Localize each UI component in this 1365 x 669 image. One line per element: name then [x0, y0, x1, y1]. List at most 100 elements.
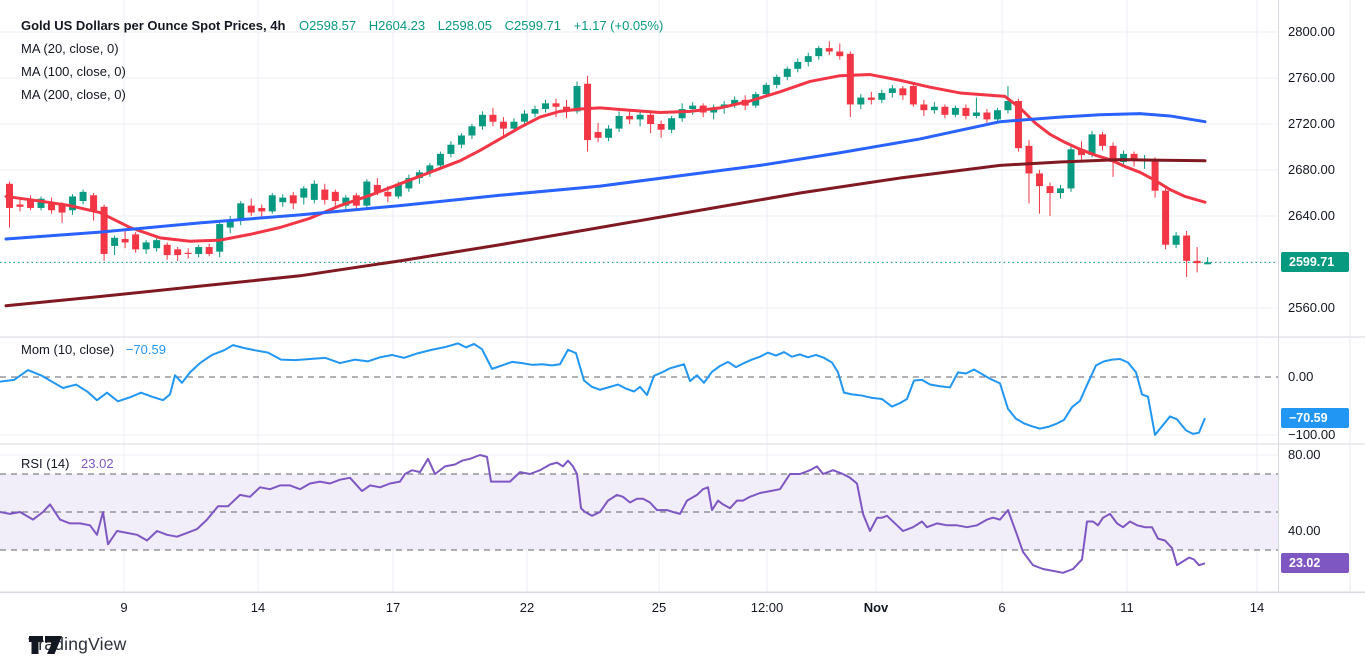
candle-body [941, 106, 949, 115]
candle-body [647, 114, 655, 124]
candle-body [310, 183, 318, 200]
candle-body [584, 83, 592, 141]
legend-symbol-row[interactable]: Gold US Dollars per Ounce Spot Prices, 4… [21, 14, 672, 37]
price-axis-label: 2800.00 [1288, 24, 1335, 39]
candle-body [258, 207, 266, 212]
time-axis-label: 22 [519, 600, 535, 615]
ma20-line [4, 73, 1207, 243]
ma200-label: MA (200, close, 0) [21, 87, 126, 102]
candle-body [405, 178, 413, 189]
candle-body [1204, 262, 1212, 265]
candle-body [163, 244, 171, 256]
candle-body [1046, 186, 1054, 193]
candle-body [836, 51, 844, 57]
rsi-value-badge: 23.02 [1281, 553, 1349, 574]
candle-body [1088, 134, 1096, 156]
candle-body [184, 252, 192, 254]
candle-body [478, 114, 486, 127]
momentum-plot-line [0, 342, 1206, 436]
time-axis-label: 14 [1249, 600, 1265, 615]
ohlc-change: +1.17 (+0.05%) [573, 18, 664, 33]
ma100-line [4, 112, 1207, 241]
candle-body [436, 153, 444, 166]
last-price-badge: 2599.71 [1281, 252, 1349, 273]
momentum-label: Mom (10, close) [21, 342, 115, 357]
candle-body [300, 188, 308, 198]
candle-body [37, 198, 45, 208]
price-axis-label: 2720.00 [1288, 116, 1335, 131]
candle-body [815, 48, 823, 57]
candle-body [79, 191, 87, 202]
candle-body [563, 106, 571, 112]
candle-body [174, 249, 182, 256]
legend-ma200-row[interactable]: MA (200, close, 0) [21, 83, 672, 106]
candle-body [268, 195, 276, 212]
rsi-plot-line [0, 454, 1206, 574]
candle-body [289, 195, 297, 204]
candle-body [1172, 235, 1180, 245]
candle-body [363, 181, 371, 206]
candle-body [689, 105, 697, 110]
candle-body [226, 220, 234, 228]
candle-body [594, 132, 602, 138]
momentum-axis-label: 0.00 [1288, 369, 1314, 384]
candle-body [468, 126, 476, 136]
candle-body [531, 109, 539, 114]
candle-body [237, 203, 245, 221]
time-axis[interactable] [0, 592, 1365, 626]
candle-body [1057, 188, 1064, 193]
price-axis[interactable] [1278, 0, 1365, 624]
candle-body [1151, 159, 1159, 191]
candle-body [394, 183, 402, 197]
candle-body [447, 144, 455, 154]
candle-body [142, 242, 150, 250]
rsi-label: RSI (14) [21, 456, 70, 471]
legend-ma100-row[interactable]: MA (100, close, 0) [21, 60, 672, 83]
candle-body [857, 97, 865, 105]
time-axis-label: Nov [863, 600, 889, 615]
candle-body [216, 224, 224, 252]
candle-body [279, 197, 287, 203]
candle-body [710, 107, 718, 113]
candle-body [1109, 145, 1117, 162]
candle-body [1078, 149, 1086, 156]
time-axis-label: 17 [385, 600, 401, 615]
candle-body [794, 61, 802, 69]
candle-body [867, 97, 875, 100]
candle-body [972, 112, 980, 116]
legend-ma20-row[interactable]: MA (20, close, 0) [21, 37, 672, 60]
time-axis-label: 12:00 [750, 600, 784, 615]
ohlc-low: L2598.05 [437, 18, 493, 33]
chart-legend: Gold US Dollars per Ounce Spot Prices, 4… [21, 14, 672, 106]
candle-body [615, 115, 623, 129]
candle-body [27, 199, 35, 208]
candle-body [783, 68, 791, 77]
ohlc-high: H2604.23 [368, 18, 426, 33]
candle-body [888, 88, 896, 93]
candle-body [552, 103, 560, 107]
candle-body [1035, 173, 1043, 187]
footer: TradingView [0, 624, 1365, 669]
ma20-label: MA (20, close, 0) [21, 41, 119, 56]
candle-body [930, 106, 938, 111]
price-axis-label: 2560.00 [1288, 300, 1335, 315]
rsi-legend[interactable]: RSI (14) 23.02 [21, 456, 114, 471]
candle-body [909, 86, 917, 105]
price-axis-label: 2640.00 [1288, 208, 1335, 223]
tradingview-logo[interactable]: TradingView [28, 634, 127, 655]
candle-body [1014, 101, 1022, 149]
candle-body [878, 92, 886, 100]
candle-body [247, 205, 255, 213]
candle-body [899, 88, 907, 96]
candle-body [426, 165, 434, 173]
rsi-value: 23.02 [81, 456, 114, 471]
rsi-axis-label: 40.00 [1288, 523, 1321, 538]
candle-body [489, 114, 497, 122]
candle-body [90, 195, 98, 211]
momentum-value: −70.59 [125, 342, 166, 357]
candle-body [153, 240, 161, 249]
momentum-legend[interactable]: Mom (10, close) −70.59 [21, 342, 166, 357]
candle-body [1183, 235, 1191, 261]
